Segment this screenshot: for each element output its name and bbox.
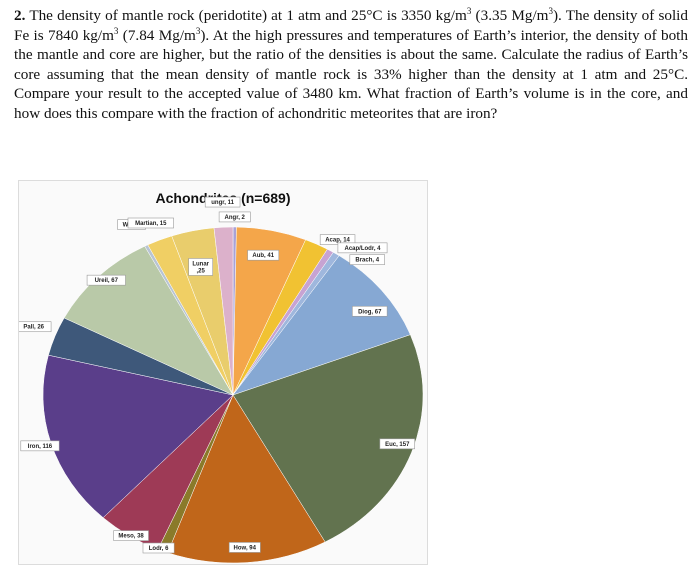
pie-label-text: Iron, 116: [28, 444, 53, 450]
pie-label-angr-2: Angr, 2: [218, 211, 251, 223]
pie-label-diog-67: Diog, 67: [352, 305, 388, 317]
pie-label-text: ,25: [197, 268, 206, 274]
pie-label-text: Euc, 157: [385, 442, 410, 448]
pie-label-euc-157: Euc, 157: [379, 438, 415, 450]
problem-line-4: (7.84 Mg/m: [118, 26, 196, 44]
pie-label-text: ungr, 11: [211, 200, 234, 206]
pie-label-text: Lunar: [192, 261, 209, 267]
pie-label-text: Diog, 67: [358, 309, 382, 315]
problem-text: 2. The density of mantle rock (peridotit…: [14, 6, 688, 123]
pie-label-text: Angr, 2: [225, 215, 246, 221]
problem-line-3: ). The density of solid Fe is 7840 kg/m: [14, 7, 688, 44]
pie-label-text: How, 94: [234, 545, 257, 551]
pie-label-text: Aub, 41: [252, 253, 274, 259]
pie-slice-euc-157: [232, 334, 424, 543]
pie-label-lodr-6: Lodr, 6: [142, 542, 175, 554]
problem-line-1: The density of mantle rock (peridotite) …: [29, 7, 467, 24]
pie-slices: [42, 226, 424, 564]
exponent-3: 3: [113, 25, 119, 36]
pie-label-ureil-67: Ureil, 67: [86, 274, 126, 286]
exponent-4: 3: [195, 25, 201, 36]
exponent-1: 3: [466, 5, 472, 16]
pie-slice-diog-67: [232, 255, 411, 396]
pie-slice-ungr-11: [213, 226, 234, 396]
pie-label-how-94: How, 94: [228, 542, 261, 553]
problem-line-5: ). At the high pressures and temperature…: [14, 26, 688, 122]
pie-label-acap-14: Acap, 14: [319, 234, 356, 245]
exponent-2: 3: [548, 5, 554, 16]
achondrites-pie-chart-figure: Achondrites (n=689) Angr, 2 Aub, 41 Acap, …: [18, 180, 428, 565]
pie-label-text: Meso, 38: [118, 534, 144, 540]
problem-number: 2.: [14, 7, 26, 24]
pie-label-acap-lodr-4: Acap/Lodr, 4: [337, 242, 388, 254]
pie-labels: Angr, 2 Aub, 41 Acap, 14 Acap/Lodr, 4 Brach,…: [19, 196, 415, 554]
pie-label-meso-38: Meso, 38: [113, 530, 149, 541]
pie-label-text: Brach, 4: [355, 258, 379, 264]
pie-label-text: Acap, 14: [325, 238, 350, 244]
pie-label-iron-116: Iron, 116: [20, 440, 60, 452]
pie-label-martian-15: Martian, 15: [127, 217, 174, 229]
pie-label-text: Martian, 15: [135, 221, 167, 227]
pie-slice-how-94: [167, 394, 326, 564]
pie-label-aub-41: Aub, 41: [247, 249, 280, 261]
pie-label-pall-26: Pall, 26: [19, 321, 52, 333]
pie-label-lunar-25: Lunar,25: [188, 258, 213, 276]
pie-label-text: Pall, 26: [23, 325, 44, 331]
pie-label-text: Lodr, 6: [149, 546, 169, 552]
pie-label-brach-4: Brach, 4: [349, 254, 385, 265]
problem-line-2: (3.35 Mg/m: [471, 7, 549, 24]
pie-label-text: Ureil, 67: [95, 278, 119, 284]
pie-label-text: Acap/Lodr, 4: [344, 246, 381, 252]
pie-label-ungr-11: ungr, 11: [204, 196, 241, 208]
